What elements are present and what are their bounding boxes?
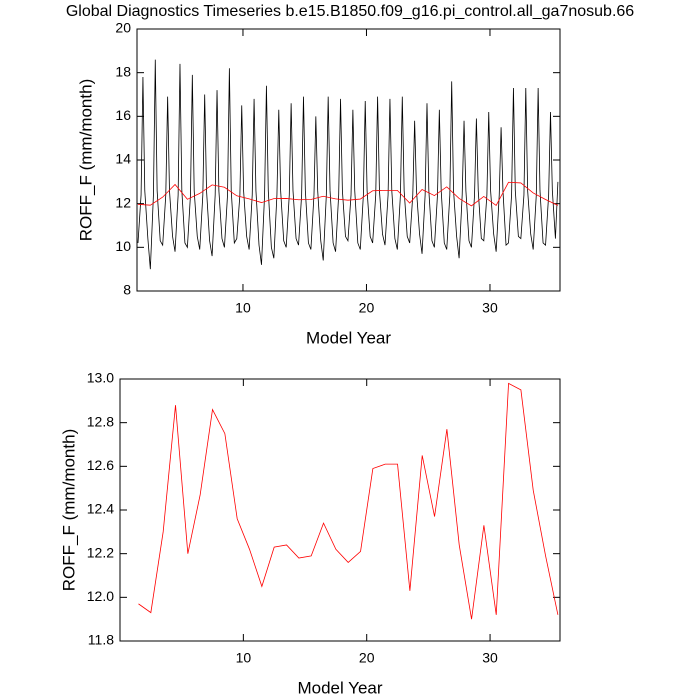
data-line <box>137 181 559 207</box>
y-tick-label: 12.2 <box>87 544 114 560</box>
x-axis-label: Model Year <box>306 328 391 347</box>
y-axis-label: ROFF_F (mm/month) <box>59 429 78 591</box>
x-axis-label: Model Year <box>297 678 382 697</box>
x-tick-label: 20 <box>359 300 375 316</box>
y-tick-label: 12.8 <box>87 413 114 429</box>
y-tick-label: 8 <box>123 282 131 298</box>
y-tick-label: 20 <box>115 20 131 36</box>
plot-frame <box>136 28 561 292</box>
x-tick-label: 30 <box>482 650 498 666</box>
data-line <box>137 59 559 270</box>
y-tick-label: 18 <box>115 63 131 79</box>
y-tick-label: 12.4 <box>87 501 114 517</box>
x-tick-label: 10 <box>236 650 252 666</box>
y-tick-label: 12.0 <box>87 588 114 604</box>
y-axis-label: ROFF_F (mm/month) <box>76 79 95 241</box>
y-tick-label: 12 <box>115 194 131 210</box>
x-tick-label: 20 <box>359 650 375 666</box>
plot-frame <box>119 378 561 642</box>
y-tick-label: 10 <box>115 238 131 254</box>
y-tick-label: 16 <box>115 107 131 123</box>
x-tick-label: 30 <box>482 300 498 316</box>
y-tick-label: 14 <box>115 151 131 167</box>
data-line <box>138 382 559 620</box>
x-tick-label: 10 <box>235 300 251 316</box>
chart-title: Global Diagnostics Timeseries b.e15.B185… <box>66 3 634 20</box>
y-tick-label: 12.6 <box>87 457 114 473</box>
y-tick-label: 13.0 <box>87 370 114 386</box>
y-tick-label: 11.8 <box>88 632 114 648</box>
